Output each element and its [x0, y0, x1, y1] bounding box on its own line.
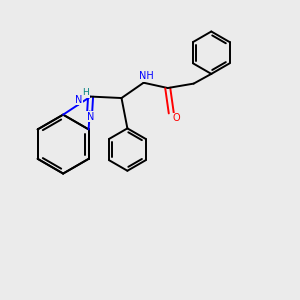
- Text: N: N: [75, 95, 82, 105]
- Text: O: O: [173, 113, 180, 123]
- Text: NH: NH: [139, 71, 153, 81]
- Text: H: H: [82, 88, 89, 97]
- Text: N: N: [87, 112, 94, 122]
